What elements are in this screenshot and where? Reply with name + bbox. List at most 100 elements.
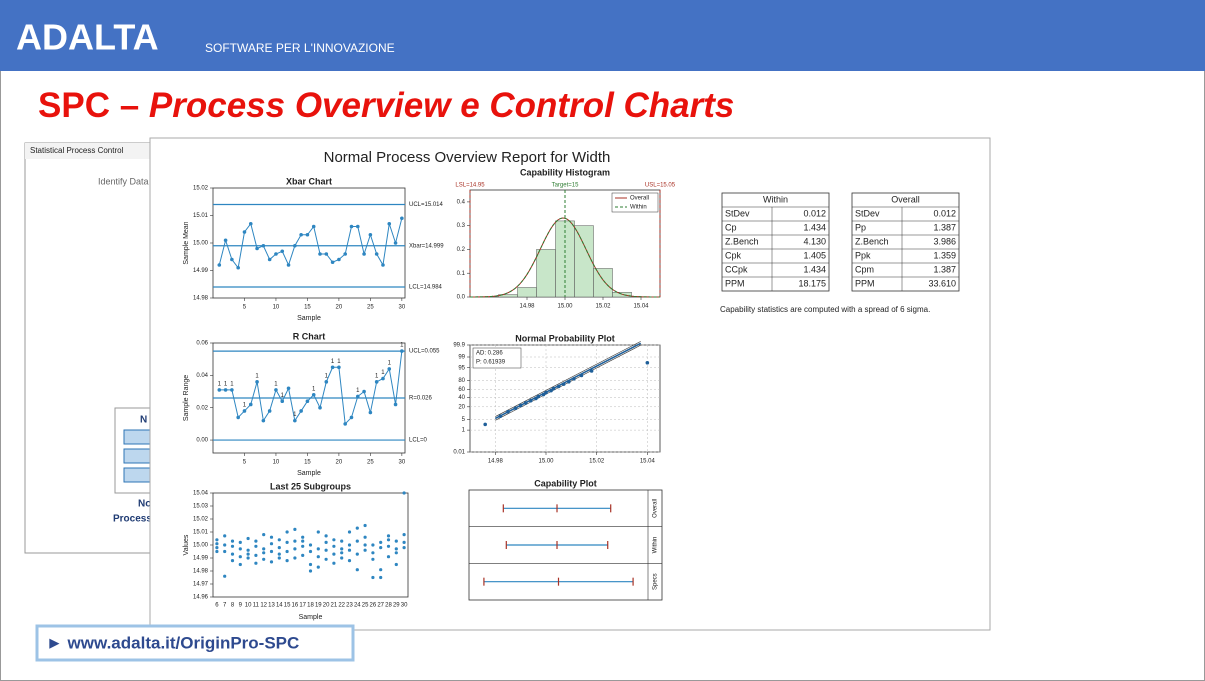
- x-tick-label: 29: [393, 603, 400, 609]
- data-point: [230, 257, 234, 262]
- data-point: [230, 539, 235, 543]
- x-tick-label: 25: [367, 305, 374, 311]
- x-tick-label: 15: [304, 305, 311, 311]
- data-point: [238, 547, 242, 551]
- table-cell: 1.387: [933, 264, 956, 274]
- data-point: [536, 394, 541, 399]
- y-tick-label: 0.0: [457, 295, 466, 301]
- data-point: [277, 556, 281, 560]
- chart-title: Normal Probability Plot: [515, 333, 615, 343]
- y-tick-label: 5: [462, 417, 466, 423]
- data-point: [238, 555, 242, 559]
- data-point: [236, 415, 240, 420]
- x-tick-label: 10: [245, 603, 252, 609]
- table-cell: Z.Bench: [725, 236, 759, 246]
- data-point: [261, 418, 266, 423]
- data-point: [255, 380, 259, 384]
- data-point: [269, 549, 274, 554]
- x-tick-label: 20: [323, 603, 330, 609]
- data-point: [534, 396, 538, 401]
- test-label: 1: [375, 373, 379, 379]
- data-point: [215, 546, 219, 550]
- title-main: Process Overview e Control Charts: [149, 86, 735, 125]
- legend-label: Overall: [630, 196, 649, 202]
- y-tick-label: 95: [458, 365, 465, 371]
- data-point: [285, 530, 289, 534]
- table-cell: 18.175: [798, 278, 826, 288]
- x-tick-label: 24: [354, 603, 361, 609]
- y-axis-label: Values: [183, 534, 190, 555]
- data-point: [572, 377, 576, 381]
- table-title: Within: [763, 194, 788, 204]
- data-point: [246, 552, 250, 556]
- data-point: [343, 252, 347, 256]
- x-tick-label: 25: [362, 603, 369, 609]
- test-label: 1: [337, 359, 341, 365]
- data-point: [223, 543, 227, 547]
- row-label: Specs: [653, 573, 659, 590]
- data-point: [246, 556, 250, 560]
- data-point: [262, 551, 266, 555]
- table-cell: 0.012: [933, 208, 956, 218]
- data-point: [371, 575, 375, 580]
- x-tick-label: 20: [336, 460, 343, 466]
- data-point: [223, 388, 228, 392]
- test-label: 1: [356, 388, 360, 394]
- link[interactable]: ► www.adalta.it/OriginPro-SPC: [46, 633, 299, 652]
- data-point: [280, 399, 285, 404]
- data-point: [347, 548, 352, 552]
- y-tick-label: 1: [462, 428, 466, 434]
- data-point: [255, 246, 259, 251]
- x-tick-label: 20: [336, 305, 343, 311]
- test-label: 1: [243, 403, 247, 409]
- data-point: [285, 540, 289, 545]
- test-label: 1: [281, 393, 285, 399]
- data-point: [363, 535, 367, 539]
- data-point: [223, 534, 227, 538]
- slide-title: SPC – Process Overview e Control Charts: [38, 86, 734, 125]
- data-point: [541, 392, 546, 397]
- data-point: [355, 539, 359, 543]
- reference-label: R=0.026: [409, 396, 433, 402]
- test-label: 1: [255, 373, 259, 379]
- data-point: [393, 402, 398, 407]
- data-point: [286, 386, 291, 391]
- y-tick-label: 15.00: [193, 543, 209, 549]
- x-tick-label: 12: [260, 603, 267, 609]
- data-point: [349, 415, 354, 420]
- data-point: [332, 552, 336, 556]
- table-cell: 1.434: [803, 222, 826, 232]
- x-tick-label: 15.00: [557, 304, 573, 310]
- data-point: [324, 540, 328, 545]
- y-tick-label: 0.00: [196, 438, 208, 444]
- table-cell: CCpk: [725, 264, 748, 274]
- reference-label: LCL=0: [409, 438, 428, 444]
- data-point: [301, 539, 305, 543]
- data-point: [299, 409, 303, 413]
- data-point: [230, 552, 235, 556]
- brand: ADALTA: [16, 17, 159, 58]
- window-prompt: Identify Data: [98, 176, 149, 186]
- data-point: [305, 232, 310, 237]
- y-tick-label: 15.01: [193, 530, 209, 536]
- data-point: [347, 559, 352, 563]
- window-label: No: [138, 499, 151, 510]
- annotation: AD: 0.286: [476, 351, 503, 357]
- data-point: [355, 568, 359, 572]
- data-point: [262, 533, 266, 537]
- data-point: [362, 252, 366, 256]
- data-point: [324, 548, 328, 552]
- y-tick-label: 99.9: [453, 343, 465, 349]
- background-window: Statistical Process Control Identify Dat…: [24, 142, 161, 554]
- y-tick-label: 14.98: [193, 296, 209, 302]
- test-label: 1: [331, 359, 335, 365]
- data-point: [293, 243, 297, 248]
- legend-label: Within: [630, 205, 647, 211]
- table-cell: 3.986: [933, 236, 956, 246]
- data-point: [324, 557, 328, 561]
- data-point: [248, 402, 253, 407]
- data-point: [381, 376, 385, 381]
- data-point: [387, 221, 392, 226]
- y-tick-label: 15.01: [193, 213, 209, 219]
- table-cell: 4.130: [803, 236, 826, 246]
